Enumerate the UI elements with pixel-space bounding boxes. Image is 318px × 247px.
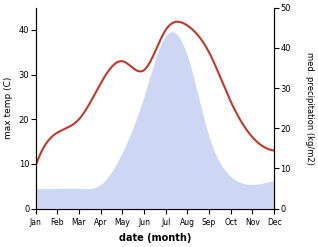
- Y-axis label: max temp (C): max temp (C): [4, 77, 13, 139]
- X-axis label: date (month): date (month): [119, 233, 191, 243]
- Y-axis label: med. precipitation (kg/m2): med. precipitation (kg/m2): [305, 52, 314, 165]
